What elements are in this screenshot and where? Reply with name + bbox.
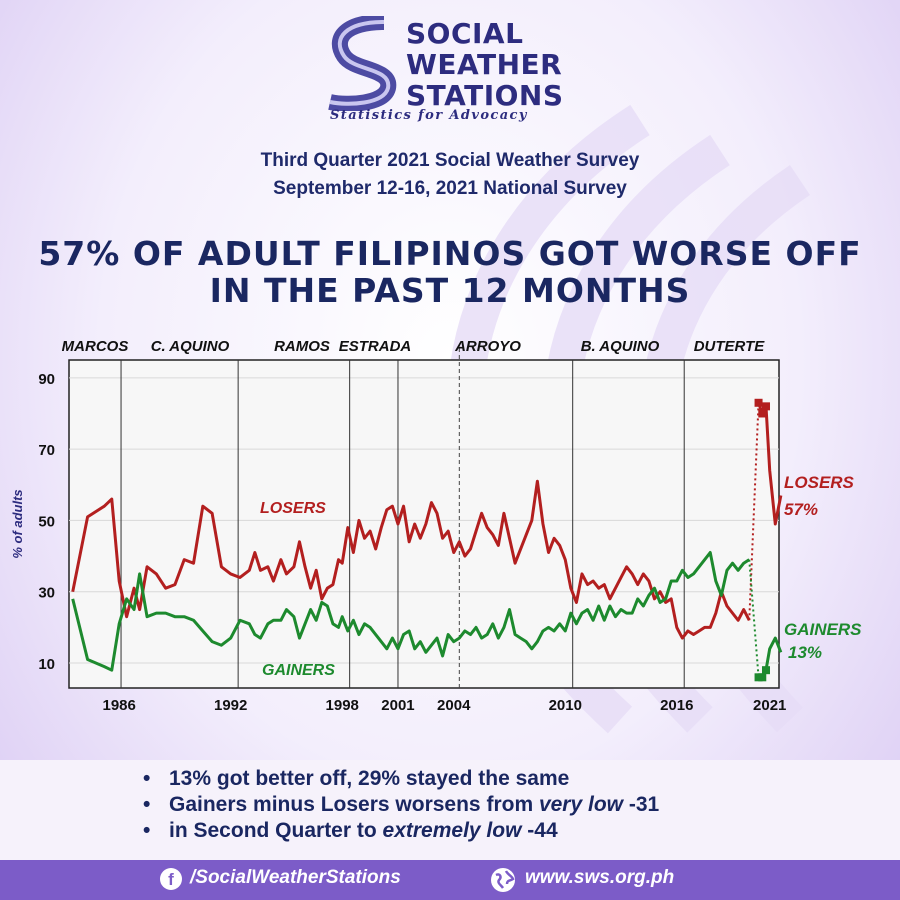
x-tick-label: 1986	[102, 697, 135, 714]
x-tick-label: 1998	[326, 697, 359, 714]
headline-line-1: 57% OF ADULT FILIPINOS GOT WORSE OFF	[38, 234, 862, 273]
series-marker-gainers	[761, 666, 770, 675]
plot-area	[68, 359, 780, 689]
survey-title: Third Quarter 2021 Social Weather Survey	[260, 150, 640, 171]
y-tick-label: 90	[38, 371, 55, 388]
era-label: DUTERTE	[694, 338, 766, 355]
series-end-label-gainers-value: 13%	[788, 643, 822, 662]
y-tick-label: 30	[38, 585, 55, 602]
logo-name-line-2: WEATHER	[406, 48, 563, 81]
bullet-1: 13% got better off, 29% stayed the same	[143, 766, 659, 792]
series-marker-losers	[761, 402, 770, 411]
x-tick-label: 2004	[437, 697, 471, 714]
era-label: MARCOS	[62, 338, 129, 355]
net-gainers-losers-chart: 10 30 50 70 90 1986 1992 1998 2001 2004 2010 2016 20…	[10, 338, 862, 714]
headline-line-2: IN THE PAST 12 MONTHS	[209, 271, 691, 310]
series-marker-losers	[754, 398, 763, 407]
footer-bar: f /SocialWeatherStations www.sws.org.ph	[0, 860, 900, 900]
website-link[interactable]: www.sws.org.ph	[525, 867, 675, 888]
series-line-gainers	[71, 551, 751, 672]
x-tick-label: 2001	[381, 697, 414, 714]
x-tick-label: 2021	[753, 697, 786, 714]
survey-dates: September 12-16, 2021 National Survey	[273, 178, 627, 199]
series-label-gainers: GAINERS	[262, 662, 335, 679]
era-label: ESTRADA	[339, 338, 412, 355]
logo-name-line-3: STATIONS	[406, 79, 564, 112]
facebook-link[interactable]: /SocialWeatherStations	[190, 867, 401, 888]
y-axis-label: % of adults	[10, 489, 25, 558]
series-label-losers: LOSERS	[260, 500, 326, 517]
y-tick-label: 10	[38, 656, 55, 673]
logo-name-line-1: SOCIAL	[406, 17, 524, 50]
series-end-label-gainers-name: GAINERS	[784, 620, 862, 639]
summary-bullets: 13% got better off, 29% stayed the same …	[0, 760, 900, 860]
x-tick-label: 1992	[214, 697, 247, 714]
series-transition-losers	[748, 402, 760, 621]
sws-logo-mark-icon	[328, 16, 397, 111]
y-tick-label: 70	[38, 442, 55, 459]
series-end-label-losers-value: 57%	[784, 500, 818, 519]
sws-logo: SOCIAL WEATHER STATIONS Statistics for A…	[326, 16, 576, 126]
era-label: ARROYO	[454, 338, 521, 355]
x-tick-label: 2016	[660, 697, 693, 714]
era-label: B. AQUINO	[581, 338, 660, 355]
series-end-label-losers-name: LOSERS	[784, 473, 855, 492]
facebook-icon[interactable]: f	[160, 868, 182, 890]
series-marker-gainers	[758, 673, 767, 682]
era-label: RAMOS	[274, 338, 330, 355]
bullet-2-continued: in Second Quarter to extremely low -44	[143, 818, 659, 844]
x-tick-label: 2010	[549, 697, 582, 714]
y-tick-label: 50	[38, 513, 55, 530]
globe-icon[interactable]	[490, 867, 516, 893]
bullet-2: Gainers minus Losers worsens from very l…	[143, 792, 659, 818]
series-line-losers	[71, 479, 751, 640]
logo-tagline: Statistics for Advocacy	[330, 108, 528, 123]
series-marker-losers	[758, 409, 767, 418]
era-label: C. AQUINO	[151, 338, 230, 355]
